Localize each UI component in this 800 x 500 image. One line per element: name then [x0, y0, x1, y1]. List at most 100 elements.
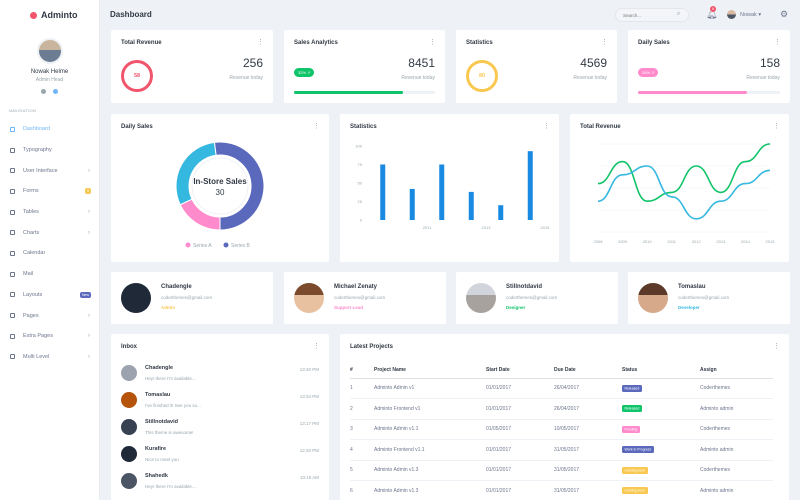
- avatar[interactable]: [121, 283, 151, 313]
- settings-icon[interactable]: [41, 89, 46, 94]
- contact-name[interactable]: Michael Zenaty: [334, 284, 378, 290]
- message-sender: Kurafire: [145, 446, 167, 452]
- inbox-message[interactable]: Stillnotdavid This theme is awesome! 13:17…: [121, 415, 319, 441]
- avatar: [121, 365, 137, 381]
- bar: [409, 188, 415, 220]
- table-cell: 31/05/2017: [554, 480, 622, 500]
- table-row[interactable]: 1 Adminto Admin v1 01/01/2017 26/04/2017 Rel…: [350, 378, 773, 399]
- table-cell: Coming soon: [622, 460, 700, 481]
- more-vertical-icon[interactable]: ⋮: [773, 123, 780, 130]
- more-vertical-icon[interactable]: ⋮: [773, 343, 780, 350]
- more-vertical-icon[interactable]: ⋮: [313, 123, 320, 130]
- contact-card[interactable]: Tomaslau coderthemes@gmail.com Developer: [628, 272, 790, 324]
- inbox-message[interactable]: Kurafire Nice to meet you 12:20 PM: [121, 442, 319, 468]
- contact-name[interactable]: Tomaslau: [678, 284, 706, 290]
- sidebar-item-label: Forms: [23, 188, 39, 195]
- sidebar-item-pages[interactable]: Pages ›: [0, 305, 99, 326]
- notification-badge: 9: [710, 6, 716, 12]
- sidebar-item-label: Multi Level: [23, 353, 50, 360]
- avatar[interactable]: [36, 38, 63, 64]
- table-row[interactable]: 4 Adminto Frontend v1.1 01/01/2017 31/05/20…: [350, 439, 773, 461]
- card-title: Latest Projects: [350, 344, 394, 350]
- series-line-1: [597, 165, 771, 220]
- table-cell: 31/05/2017: [554, 460, 622, 481]
- contact-email: coderthemes@gmail.com: [161, 295, 213, 300]
- nav-icon: [10, 188, 15, 194]
- profile-name[interactable]: Nowak Helme: [30, 69, 69, 75]
- contact-card[interactable]: Stillnotdavid coderthemes@gmail.com Design…: [456, 272, 618, 324]
- column-header[interactable]: Start Date: [486, 362, 554, 379]
- search-input[interactable]: [615, 8, 689, 22]
- brand[interactable]: Adminto: [0, 0, 99, 30]
- more-vertical-icon[interactable]: ⋮: [543, 123, 550, 130]
- contact-name[interactable]: Stillnotdavid: [506, 284, 542, 290]
- sidebar-item-user-interface[interactable]: User Interface ›: [0, 160, 99, 181]
- sidebar-item-typography[interactable]: Typography: [0, 140, 99, 161]
- page-title: Dashboard: [110, 10, 152, 19]
- power-icon[interactable]: [53, 89, 58, 94]
- sidebar-item-dashboard[interactable]: Dashboard: [0, 119, 99, 140]
- chevron-right-icon: ›: [88, 312, 90, 319]
- more-vertical-icon[interactable]: ⋮: [313, 343, 320, 350]
- sidebar-item-multi-level[interactable]: Multi Level ›: [0, 347, 99, 368]
- sidebar-item-forms[interactable]: Forms 9: [0, 181, 99, 202]
- more-vertical-icon[interactable]: ⋮: [257, 39, 264, 46]
- message-preview: Hey! there I'm available....: [145, 484, 197, 489]
- avatar[interactable]: [466, 283, 496, 313]
- stat-value: 158: [759, 56, 780, 70]
- x-tick-label: 2015: [766, 239, 776, 244]
- column-header[interactable]: Due Date: [554, 362, 622, 379]
- stat-subtitle: Revenue today: [573, 75, 607, 81]
- table-row[interactable]: 2 Adminto Frontend v1 01/01/2017 26/04/2017…: [350, 398, 773, 420]
- table-row[interactable]: 3 Adminto Admin v1.1 01/05/2017 10/05/2017 P…: [350, 419, 773, 440]
- bell-icon[interactable]: 🔔︎: [706, 9, 718, 19]
- contact-name[interactable]: Chadengle: [161, 284, 192, 290]
- table-cell: Adminto Admin v1.3: [374, 460, 486, 481]
- nav-title: NAVIGATION: [9, 108, 37, 113]
- avatar[interactable]: [638, 283, 668, 313]
- line-chart: 2008 2009 2010 2011 2012 2013 2014 2015: [594, 143, 776, 244]
- more-vertical-icon[interactable]: ⋮: [601, 39, 608, 46]
- more-vertical-icon[interactable]: ⋮: [774, 39, 781, 46]
- user-menu[interactable]: Nowak ▾: [740, 12, 762, 18]
- sidebar-item-mail[interactable]: Mail: [0, 264, 99, 285]
- sidebar-item-layouts[interactable]: Layouts New: [0, 285, 99, 306]
- donut-center-title: In-Store Sales: [193, 177, 247, 186]
- sidebar: Adminto Nowak Helme Admin Head NAVIGATIO…: [0, 0, 100, 500]
- column-header[interactable]: #: [350, 362, 374, 379]
- sidebar-item-tables[interactable]: Tables ›: [0, 202, 99, 223]
- table-row[interactable]: 6 Adminto Admin v1.3 01/01/2017 31/05/2017 C…: [350, 480, 773, 500]
- table-row[interactable]: 5 Adminto Admin v1.3 01/01/2017 31/05/2017 C…: [350, 460, 773, 481]
- bar-chart: 100 75 50 25 0 2011 2013 2015: [355, 144, 550, 231]
- donut-center-value: 30: [216, 188, 225, 197]
- column-header[interactable]: Project Name: [374, 362, 486, 379]
- table-cell: 1: [350, 378, 374, 399]
- more-vertical-icon[interactable]: ⋮: [429, 39, 436, 46]
- contact-role: Developer: [678, 305, 700, 310]
- card-title: Inbox: [121, 344, 137, 350]
- inbox-message[interactable]: Shahedk Hey! there I'm available.... 10:15…: [121, 469, 319, 495]
- column-header[interactable]: Assign: [700, 362, 773, 379]
- user-avatar[interactable]: [727, 10, 736, 19]
- nav-icon: [10, 230, 15, 236]
- table-cell: Pending: [622, 419, 700, 440]
- inbox-message[interactable]: Chadengle Hey! there I'm available.... 13:…: [121, 361, 319, 387]
- contact-card[interactable]: Michael Zenaty coderthemes@gmail.com Suppo…: [284, 272, 446, 324]
- sidebar-item-charts[interactable]: Charts ›: [0, 222, 99, 243]
- gear-icon[interactable]: ⚙: [780, 9, 789, 19]
- column-header[interactable]: Status: [622, 362, 700, 379]
- sidebar-item-label: Calendar: [23, 250, 46, 257]
- contact-card[interactable]: Chadengle coderthemes@gmail.com Admin: [111, 272, 273, 324]
- avatar: [121, 446, 137, 462]
- sidebar-item-calendar[interactable]: Calendar: [0, 243, 99, 264]
- nav-badge: New: [79, 291, 91, 298]
- inbox-message[interactable]: Tomaslau I've finished it! See you so... 1…: [121, 388, 319, 414]
- progress-bar: [638, 91, 780, 94]
- message-time: 13:17 PM: [299, 421, 319, 426]
- avatar[interactable]: [294, 283, 324, 313]
- sidebar-item-extra-pages[interactable]: Extra Pages ›: [0, 326, 99, 347]
- nav-icon: [10, 209, 15, 215]
- message-time: 13:34 PM: [299, 394, 319, 399]
- search-icon[interactable]: ⌕: [677, 11, 681, 17]
- nav-icon: [10, 313, 15, 319]
